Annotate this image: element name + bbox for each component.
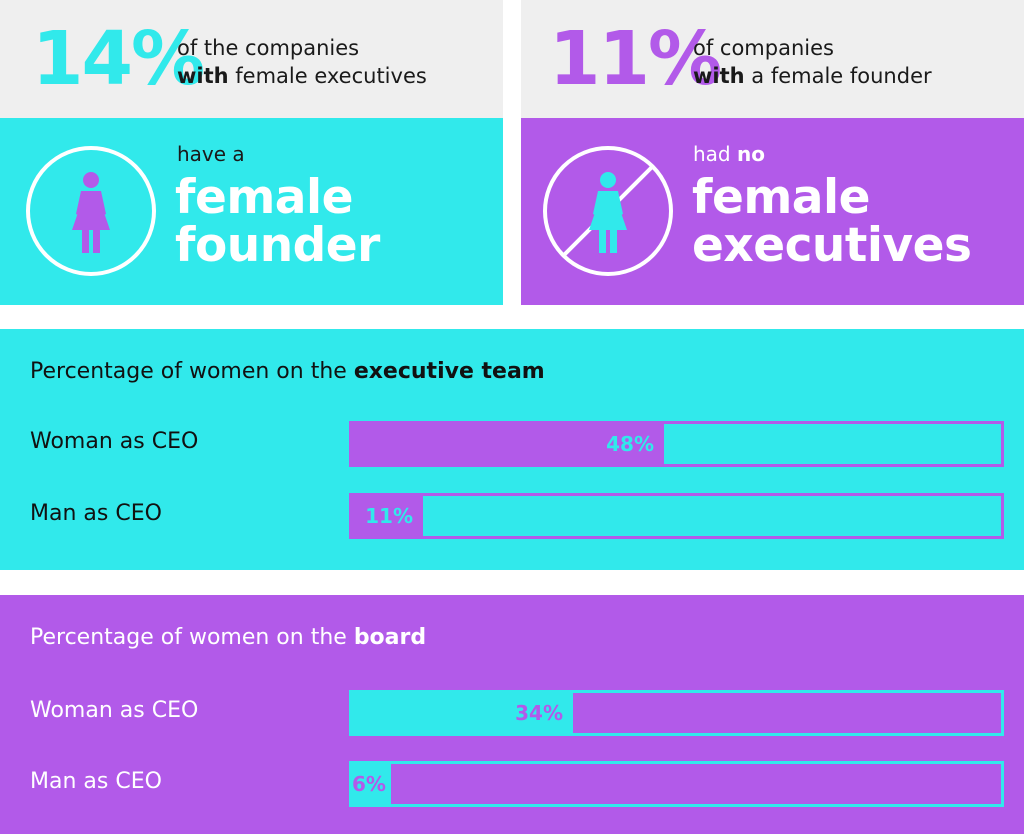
stat-percent: 14% [32, 16, 205, 102]
stat-small-line: have a [177, 142, 245, 166]
stat-desc-line1: of the companies [177, 36, 360, 60]
stat-headline: female executives [692, 170, 972, 273]
stat-header-female-executives: 14% of the companies with female executi… [0, 0, 503, 118]
bar [352, 496, 423, 536]
headline-line1: female [692, 170, 871, 225]
stat-description: of the companies with female executives [177, 34, 427, 90]
stat-desc-line2: with female executives [177, 62, 427, 90]
bar-value-label: 11% [365, 504, 413, 528]
small-line-text: had [693, 142, 737, 166]
stat-body-no-female-executives: had no female executives [521, 118, 1024, 305]
headline-line1: female [175, 170, 354, 225]
bar-track: 11% [349, 493, 1004, 539]
chart-title-bold: board [353, 625, 427, 650]
chart-title: Percentage of women on the board [30, 625, 426, 650]
chart-title-prefix: Percentage of women on the [30, 359, 354, 384]
bar-track: 34% [349, 690, 1004, 736]
chart-title: Percentage of women on the executive tea… [30, 359, 545, 384]
stat-body-female-founder: have a female founder [0, 118, 503, 305]
stat-description: of companies with a female founder [693, 34, 932, 90]
stat-desc-rest: female executives [228, 64, 427, 88]
bar-category-label: Woman as CEO [30, 698, 199, 723]
woman-icon [26, 146, 156, 276]
bar-value-label: 6% [352, 772, 386, 796]
chart-board: Percentage of women on the board Woman a… [0, 595, 1024, 834]
stat-header-female-founder: 11% of companies with a female founder [521, 0, 1024, 118]
bar-category-label: Man as CEO [30, 769, 162, 794]
bar-value-label: 48% [606, 432, 654, 456]
stat-desc-bold: with [693, 64, 745, 88]
headline-line2: founder [175, 218, 380, 273]
bar-value-label: 34% [515, 701, 563, 725]
small-line-bold: no [736, 142, 765, 166]
small-line-text: have a [177, 142, 245, 166]
bar-track: 48% [349, 421, 1004, 467]
bar-category-label: Woman as CEO [30, 429, 199, 454]
bar-category-label: Man as CEO [30, 501, 162, 526]
no-woman-icon [543, 146, 673, 276]
stat-small-line: had no [693, 142, 765, 166]
bar-track: 6% [349, 761, 1004, 807]
chart-title-prefix: Percentage of women on the [30, 625, 354, 650]
stat-desc-rest: a female founder [744, 64, 932, 88]
stat-desc-bold: with [177, 64, 229, 88]
stat-percent: 11% [549, 16, 722, 102]
stat-desc-line2: with a female founder [693, 62, 932, 90]
chart-executive-team: Percentage of women on the executive tea… [0, 329, 1024, 570]
headline-line2: executives [692, 218, 972, 273]
bar [352, 424, 664, 464]
bar [352, 764, 391, 804]
chart-title-bold: executive team [353, 359, 545, 384]
bar [352, 693, 573, 733]
stat-headline: female founder [175, 174, 380, 270]
stat-desc-line1: of companies [693, 36, 834, 60]
